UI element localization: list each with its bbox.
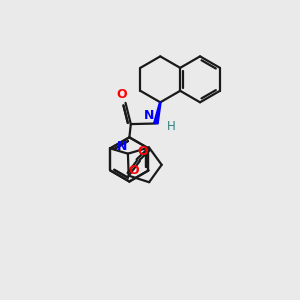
Polygon shape <box>154 102 161 124</box>
Text: H: H <box>167 120 176 133</box>
Text: N: N <box>117 140 127 152</box>
Text: N: N <box>144 109 155 122</box>
Text: O: O <box>117 88 127 100</box>
Text: O: O <box>137 145 148 158</box>
Text: O: O <box>128 164 139 177</box>
